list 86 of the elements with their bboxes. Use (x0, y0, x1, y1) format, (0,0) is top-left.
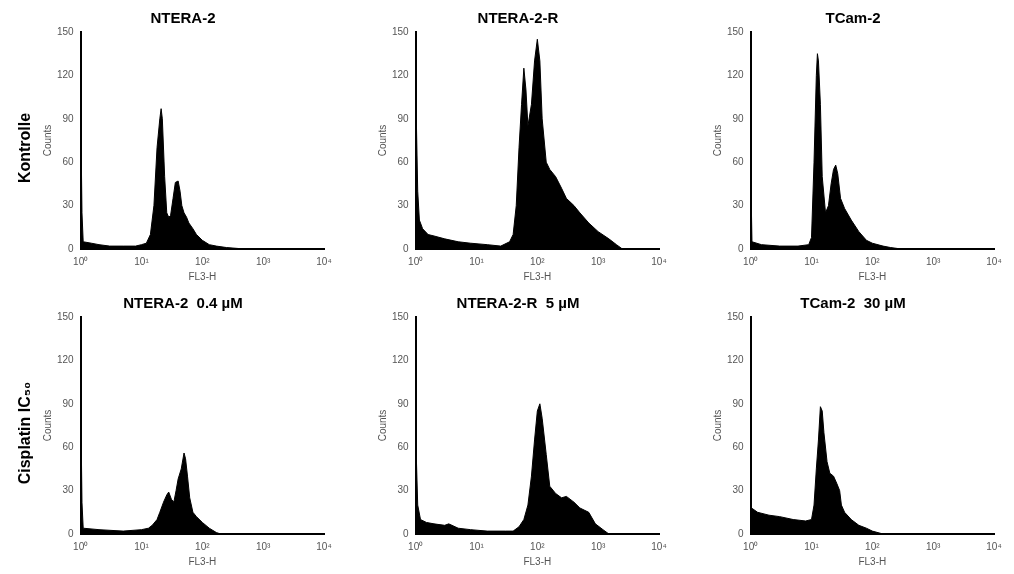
y-axis-title: Counts (376, 409, 388, 442)
x-tick-label: 10² (865, 255, 881, 267)
y-tick-label: 0 (738, 242, 745, 254)
y-tick-label: 150 (392, 25, 410, 37)
x-tick-label: 10³ (255, 540, 272, 552)
y-tick-label: 120 (727, 354, 745, 366)
y-tick-label: 60 (732, 155, 745, 167)
y-tick-label: 30 (732, 484, 745, 496)
y-tick-label: 60 (62, 155, 75, 167)
x-tick-label: 10¹ (134, 540, 150, 552)
x-axis-title: FL3-H (188, 270, 217, 282)
y-axis-title: Counts (41, 409, 53, 442)
x-tick-label: 10¹ (804, 540, 820, 552)
chart-title: NTERA-2 (150, 9, 216, 27)
y-tick-label: 90 (397, 112, 410, 124)
x-tick-label: 10⁴ (651, 540, 667, 552)
x-tick-label: 10² (865, 540, 881, 552)
y-tick-label: 150 (57, 310, 75, 322)
y-axis-title: Counts (711, 124, 723, 157)
y-tick-label: 120 (57, 354, 75, 366)
y-tick-label: 120 (392, 69, 410, 81)
x-tick-label: 10² (195, 540, 211, 552)
chart-title: NTERA-2-R 5 µM (456, 294, 580, 312)
x-tick-label: 10⁰ (73, 540, 89, 552)
chart-title: NTERA-2-R (477, 9, 559, 27)
x-tick-label: 10³ (255, 255, 272, 267)
x-tick-label: 10⁰ (408, 255, 424, 267)
y-tick-label: 90 (732, 397, 745, 409)
y-tick-label: 30 (62, 484, 75, 496)
x-axis-title: FL3-H (523, 270, 552, 282)
y-tick-label: 60 (732, 440, 745, 452)
y-tick-label: 60 (397, 440, 410, 452)
y-tick-label: 90 (62, 112, 75, 124)
y-tick-label: 90 (397, 397, 410, 409)
chart-title: TCam-2 (825, 9, 881, 27)
x-tick-label: 10¹ (469, 255, 485, 267)
y-tick-label: 0 (403, 527, 410, 539)
x-tick-label: 10³ (925, 540, 942, 552)
y-tick-label: 0 (403, 242, 410, 254)
y-tick-label: 150 (727, 310, 745, 322)
y-tick-label: 60 (397, 155, 410, 167)
x-tick-label: 10⁰ (73, 255, 89, 267)
y-tick-label: 60 (62, 440, 75, 452)
x-tick-label: 10⁴ (316, 255, 332, 267)
y-tick-label: 0 (738, 527, 745, 539)
x-tick-label: 10⁴ (986, 540, 1002, 552)
y-tick-label: 30 (62, 199, 75, 211)
y-tick-label: 120 (57, 69, 75, 81)
text: Kontrolle (16, 112, 34, 184)
y-tick-label: 150 (57, 25, 75, 37)
y-tick-label: 150 (727, 25, 745, 37)
y-tick-label: 90 (732, 112, 745, 124)
x-tick-label: 10¹ (469, 540, 485, 552)
y-tick-label: 120 (727, 69, 745, 81)
x-tick-label: 10³ (590, 540, 607, 552)
x-axis-title: FL3-H (523, 555, 552, 567)
x-tick-label: 10⁴ (316, 540, 332, 552)
y-axis-title: Counts (376, 124, 388, 157)
x-tick-label: 10⁰ (743, 540, 759, 552)
y-axis-title: Counts (711, 409, 723, 442)
y-tick-label: 90 (62, 397, 75, 409)
y-tick-label: 30 (397, 199, 410, 211)
x-tick-label: 10⁴ (986, 255, 1002, 267)
x-tick-label: 10² (530, 255, 546, 267)
y-tick-label: 0 (68, 527, 75, 539)
x-tick-label: 10² (195, 255, 211, 267)
x-tick-label: 10¹ (134, 255, 150, 267)
x-tick-label: 10¹ (804, 255, 820, 267)
x-tick-label: 10⁴ (651, 255, 667, 267)
x-axis-title: FL3-H (858, 555, 887, 567)
y-tick-label: 0 (68, 242, 75, 254)
text: Cisplatin IC₅₀ (16, 381, 34, 485)
x-tick-label: 10² (530, 540, 546, 552)
y-tick-label: 150 (392, 310, 410, 322)
x-tick-label: 10⁰ (743, 255, 759, 267)
chart-title: NTERA-2 0.4 µM (123, 294, 243, 312)
y-tick-label: 30 (732, 199, 745, 211)
x-axis-title: FL3-H (188, 555, 217, 567)
chart-title: TCam-2 30 µM (800, 294, 906, 312)
y-axis-title: Counts (41, 124, 53, 157)
x-tick-label: 10³ (925, 255, 942, 267)
x-tick-label: 10³ (590, 255, 607, 267)
x-axis-title: FL3-H (858, 270, 887, 282)
y-tick-label: 30 (397, 484, 410, 496)
x-tick-label: 10⁰ (408, 540, 424, 552)
y-tick-label: 120 (392, 354, 410, 366)
